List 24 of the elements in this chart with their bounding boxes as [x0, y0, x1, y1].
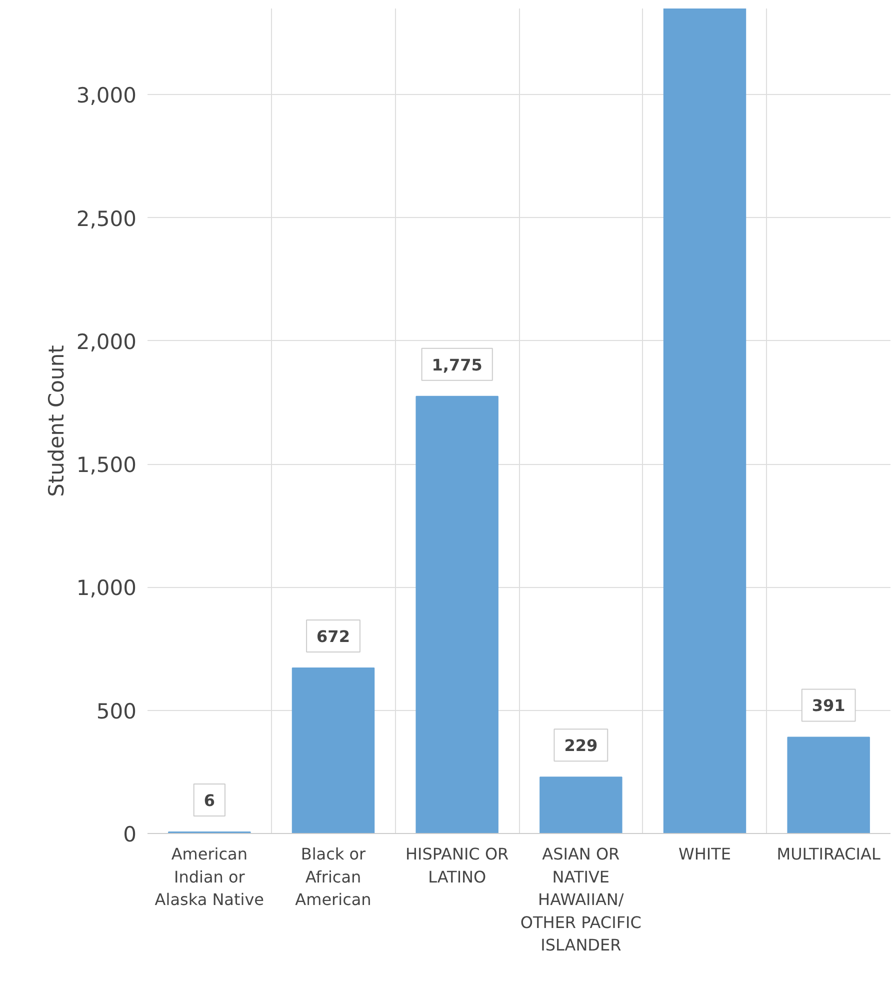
data-label: 1,775 — [432, 355, 482, 374]
bar — [540, 776, 622, 834]
data-label: 672 — [316, 627, 350, 646]
y-tick-label: 1,000 — [76, 576, 137, 600]
data-label: 391 — [812, 696, 846, 716]
y-tick-label: 1,500 — [76, 453, 137, 478]
y-tick-label: 500 — [96, 699, 137, 724]
x-tick-label: Black or African American — [295, 844, 372, 910]
bar — [787, 736, 870, 834]
x-tick-label: American Indian or Alaska Native — [154, 844, 264, 910]
bar — [416, 396, 498, 834]
x-tick-label: MULTIRACIAL — [776, 844, 880, 864]
bar — [663, 8, 746, 834]
data-label: 6 — [204, 791, 215, 810]
x-tick-label: WHITE — [678, 844, 731, 864]
y-tick-label: 0 — [123, 822, 137, 846]
data-label: 229 — [564, 736, 598, 756]
y-tick-label: 2,500 — [76, 206, 137, 231]
y-axis-title: Student Count — [44, 345, 68, 497]
bar — [292, 668, 375, 834]
x-tick-label: HISPANIC OR LATINO — [406, 844, 509, 886]
y-tick-label: 3,000 — [76, 84, 137, 108]
y-tick-label: 2,000 — [76, 330, 137, 354]
x-tick-label: ASIAN OR NATIVE HAWAIIAN/ OTHER PACIFIC ISLANDER — [520, 844, 642, 955]
